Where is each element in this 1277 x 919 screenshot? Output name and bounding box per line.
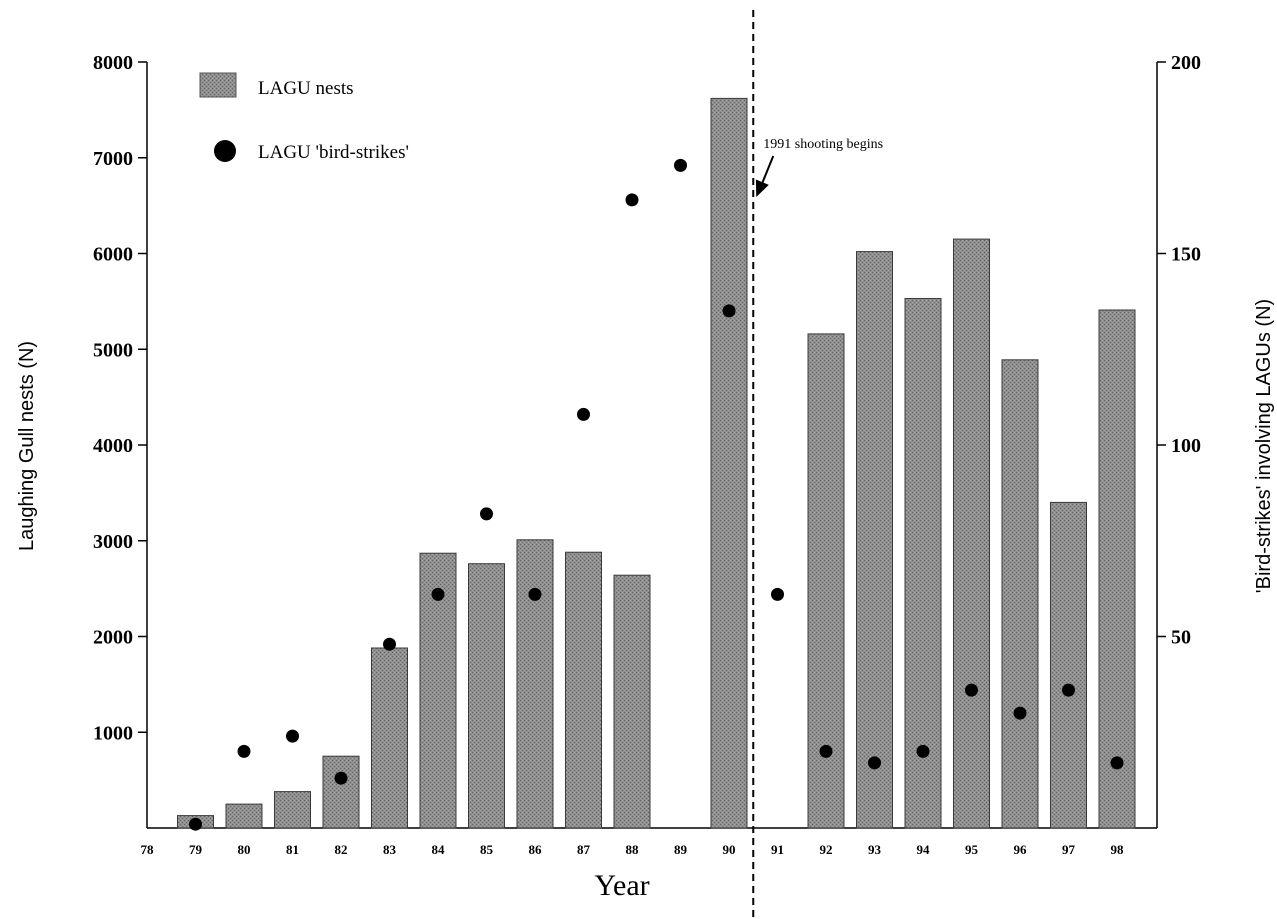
legend: LAGU nests LAGU 'bird-strikes' xyxy=(200,73,409,163)
nest-bars xyxy=(178,98,1136,828)
legend-swatch-nests xyxy=(200,73,236,97)
bar-83 xyxy=(372,648,408,828)
x-tick-label: 94 xyxy=(917,842,931,857)
right-tick-label: 200 xyxy=(1171,52,1201,74)
x-tick-label: 86 xyxy=(529,842,543,857)
x-tick-label: 88 xyxy=(626,842,640,857)
left-y-ticks: 8000 7000 6000 5000 4000 3000 2000 1000 xyxy=(93,52,147,744)
x-tick-label: 89 xyxy=(674,842,688,857)
legend-label-bird-strikes: LAGU 'bird-strikes' xyxy=(258,142,409,163)
point-92 xyxy=(820,745,833,758)
right-y-ticks: 200 150 100 50 xyxy=(1157,52,1201,649)
y-axis-title: Laughing Gull nests (N) xyxy=(16,341,38,551)
x-tick-label: 82 xyxy=(335,842,348,857)
x-tick-label: 95 xyxy=(965,842,979,857)
annotation-text: 1991 shooting begins xyxy=(763,137,883,152)
x-axis-title: Year xyxy=(594,869,649,902)
point-82 xyxy=(335,772,348,785)
point-79 xyxy=(189,818,202,831)
left-tick-label: 7000 xyxy=(93,148,133,170)
bar-82 xyxy=(323,756,359,828)
bar-98 xyxy=(1099,310,1135,828)
x-tick-label: 96 xyxy=(1014,842,1028,857)
x-tick-label: 98 xyxy=(1111,842,1125,857)
point-89 xyxy=(674,159,687,172)
annotation: 1991 shooting begins xyxy=(756,137,883,197)
x-tick-label: 85 xyxy=(480,842,494,857)
x-tick-label: 97 xyxy=(1062,842,1076,857)
point-80 xyxy=(238,745,251,758)
bar-96 xyxy=(1002,360,1038,828)
point-93 xyxy=(868,756,881,769)
point-85 xyxy=(480,507,493,520)
bar-95 xyxy=(954,239,990,828)
x-tick-label: 87 xyxy=(577,842,591,857)
x-tick-label: 80 xyxy=(238,842,251,857)
left-tick-label: 6000 xyxy=(93,244,133,266)
x-tick-label: 81 xyxy=(286,842,299,857)
point-86 xyxy=(529,588,542,601)
point-91 xyxy=(771,588,784,601)
point-97 xyxy=(1062,684,1075,697)
x-tick-label: 91 xyxy=(771,842,784,857)
x-tick-label: 79 xyxy=(189,842,203,857)
y2-axis-title: 'Bird-strikes' involving LAGUs (N) xyxy=(1253,299,1275,593)
x-tick-label: 90 xyxy=(723,842,736,857)
x-tick-label: 92 xyxy=(820,842,833,857)
point-84 xyxy=(432,588,445,601)
point-94 xyxy=(917,745,930,758)
bar-97 xyxy=(1051,502,1087,828)
point-83 xyxy=(383,638,396,651)
left-tick-label: 4000 xyxy=(93,435,133,457)
bar-80 xyxy=(226,804,262,828)
left-tick-label: 5000 xyxy=(93,339,133,361)
right-tick-label: 150 xyxy=(1171,244,1201,266)
x-tick-label: 78 xyxy=(141,842,155,857)
point-87 xyxy=(577,408,590,421)
right-tick-label: 100 xyxy=(1171,435,1201,457)
left-tick-label: 2000 xyxy=(93,627,133,649)
bar-88 xyxy=(614,575,650,828)
x-tick-label: 83 xyxy=(383,842,397,857)
x-ticks: 78 79 80 81 82 83 84 85 86 87 88 89 90 91 92 93 94 95 96 97… xyxy=(141,842,1125,857)
left-tick-label: 1000 xyxy=(93,722,133,744)
point-95 xyxy=(965,684,978,697)
x-tick-label: 84 xyxy=(432,842,446,857)
left-tick-label: 3000 xyxy=(93,531,133,553)
point-98 xyxy=(1111,756,1124,769)
bar-90 xyxy=(711,98,747,828)
legend-label-nests: LAGU nests xyxy=(258,78,354,99)
bar-93 xyxy=(857,252,893,828)
x-tick-label: 93 xyxy=(868,842,882,857)
legend-marker-bird-strikes xyxy=(214,140,236,162)
bar-86 xyxy=(517,540,553,828)
point-81 xyxy=(286,730,299,743)
point-90 xyxy=(723,304,736,317)
left-tick-label: 8000 xyxy=(93,52,133,74)
bar-87 xyxy=(566,552,602,828)
bar-81 xyxy=(275,792,311,828)
bar-85 xyxy=(469,564,505,828)
right-tick-label: 50 xyxy=(1171,627,1191,649)
point-96 xyxy=(1014,707,1027,720)
point-88 xyxy=(626,193,639,206)
